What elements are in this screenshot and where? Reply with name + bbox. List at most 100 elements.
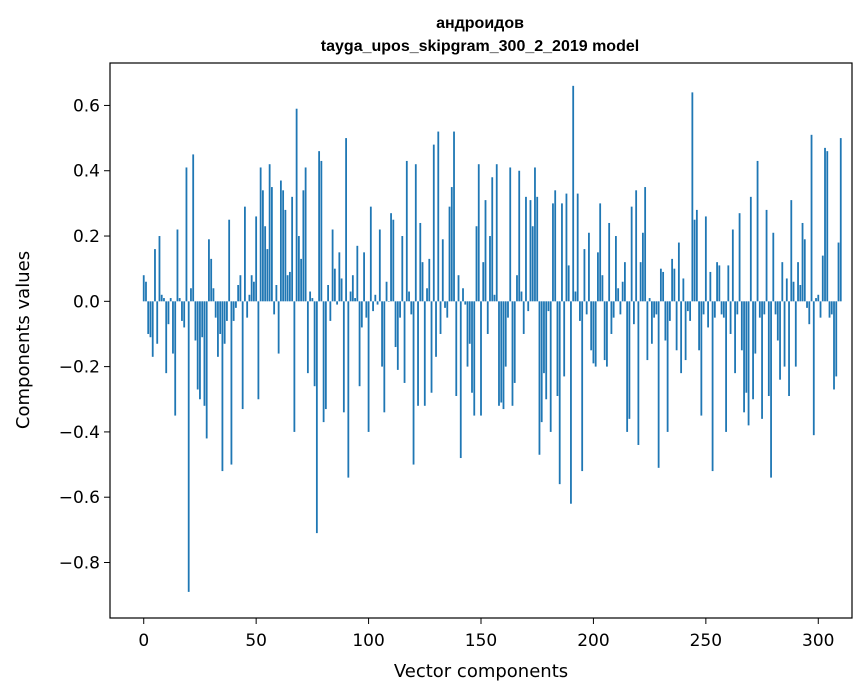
bar-5	[154, 249, 156, 302]
x-tick-label: 0	[138, 631, 149, 651]
bar-303	[824, 147, 826, 302]
chart-title: андроидов	[436, 15, 524, 32]
bar-7	[158, 236, 161, 302]
bar-93	[351, 275, 354, 302]
bar-148	[475, 226, 478, 302]
bar-234	[668, 301, 671, 321]
bar-284	[781, 262, 784, 302]
bar-258	[722, 301, 725, 318]
bar-171	[527, 301, 530, 312]
bar-279	[770, 301, 772, 478]
bar-174	[534, 167, 536, 302]
bar-51	[257, 301, 260, 400]
bar-200	[592, 301, 595, 364]
bar-253	[711, 301, 714, 472]
bar-228	[655, 301, 658, 315]
bar-297	[810, 134, 813, 302]
bar-307	[833, 301, 835, 390]
bar-29	[208, 239, 210, 302]
bar-32	[214, 301, 217, 318]
x-tick-label: 100	[352, 631, 384, 651]
bar-62	[282, 190, 285, 302]
bar-301	[819, 301, 822, 318]
bar-242	[686, 301, 689, 312]
bar-229	[657, 301, 660, 468]
bar-98	[363, 252, 365, 302]
bar-39	[230, 301, 233, 465]
bar-132	[439, 301, 442, 334]
bar-197	[585, 301, 588, 315]
bar-187	[563, 301, 566, 377]
bar-310	[839, 138, 842, 302]
bar-53	[262, 190, 264, 302]
bar-123	[419, 222, 422, 302]
bar-133	[441, 239, 444, 302]
bar-91	[347, 301, 350, 478]
bar-232	[664, 301, 667, 341]
bar-226	[650, 301, 653, 344]
bar-283	[779, 301, 781, 380]
bar-150	[480, 301, 482, 416]
bar-121	[414, 164, 417, 302]
bar-243	[689, 301, 692, 321]
bar-10	[165, 301, 168, 374]
bar-191	[572, 85, 575, 302]
bar-117	[405, 160, 408, 302]
bar-260	[727, 265, 730, 302]
bar-220	[637, 301, 640, 445]
bar-65	[288, 271, 291, 302]
bar-16	[178, 298, 181, 302]
bar-180	[547, 301, 550, 312]
bar-167	[518, 170, 521, 302]
bar-249	[702, 301, 705, 315]
bar-268	[745, 301, 748, 393]
bar-124	[421, 262, 424, 302]
bar-182	[552, 203, 554, 302]
bar-213	[621, 281, 624, 302]
bar-294	[803, 239, 806, 302]
bar-100	[367, 301, 370, 432]
bar-74	[309, 291, 312, 302]
bar-142	[462, 288, 464, 302]
bar-155	[491, 177, 494, 302]
bar-233	[666, 301, 669, 432]
bar-164	[511, 301, 514, 406]
bar-212	[619, 301, 622, 315]
bar-114	[399, 301, 401, 318]
bar-163	[509, 167, 512, 302]
bar-219	[635, 190, 638, 302]
bar-129	[432, 144, 435, 302]
bar-172	[529, 200, 532, 302]
bar-266	[740, 301, 743, 351]
bar-264	[736, 301, 739, 315]
bar-152	[484, 200, 487, 302]
bar-225	[648, 298, 651, 302]
bar-85	[333, 268, 336, 302]
bar-120	[412, 301, 415, 465]
bar-216	[628, 301, 631, 419]
bar-254	[713, 301, 716, 318]
bar-145	[468, 301, 471, 344]
bar-285	[783, 301, 786, 367]
bar-38	[228, 219, 231, 302]
bar-278	[767, 301, 770, 396]
bar-139	[455, 301, 458, 396]
bar-43	[239, 275, 242, 302]
bar-305	[828, 301, 831, 318]
bar-293	[801, 222, 804, 302]
bar-252	[709, 271, 712, 302]
bar-175	[536, 196, 539, 302]
bar-104	[376, 301, 379, 305]
bar-193	[576, 193, 579, 302]
bar-131	[437, 131, 440, 302]
bar-106	[381, 301, 383, 367]
bar-86	[336, 301, 338, 305]
bar-176	[538, 301, 541, 455]
bar-295	[806, 301, 808, 308]
bar-89	[342, 301, 345, 413]
bar-300	[817, 294, 820, 302]
bar-198	[588, 232, 590, 302]
bar-19	[185, 167, 188, 302]
x-tick-label: 300	[802, 631, 834, 651]
